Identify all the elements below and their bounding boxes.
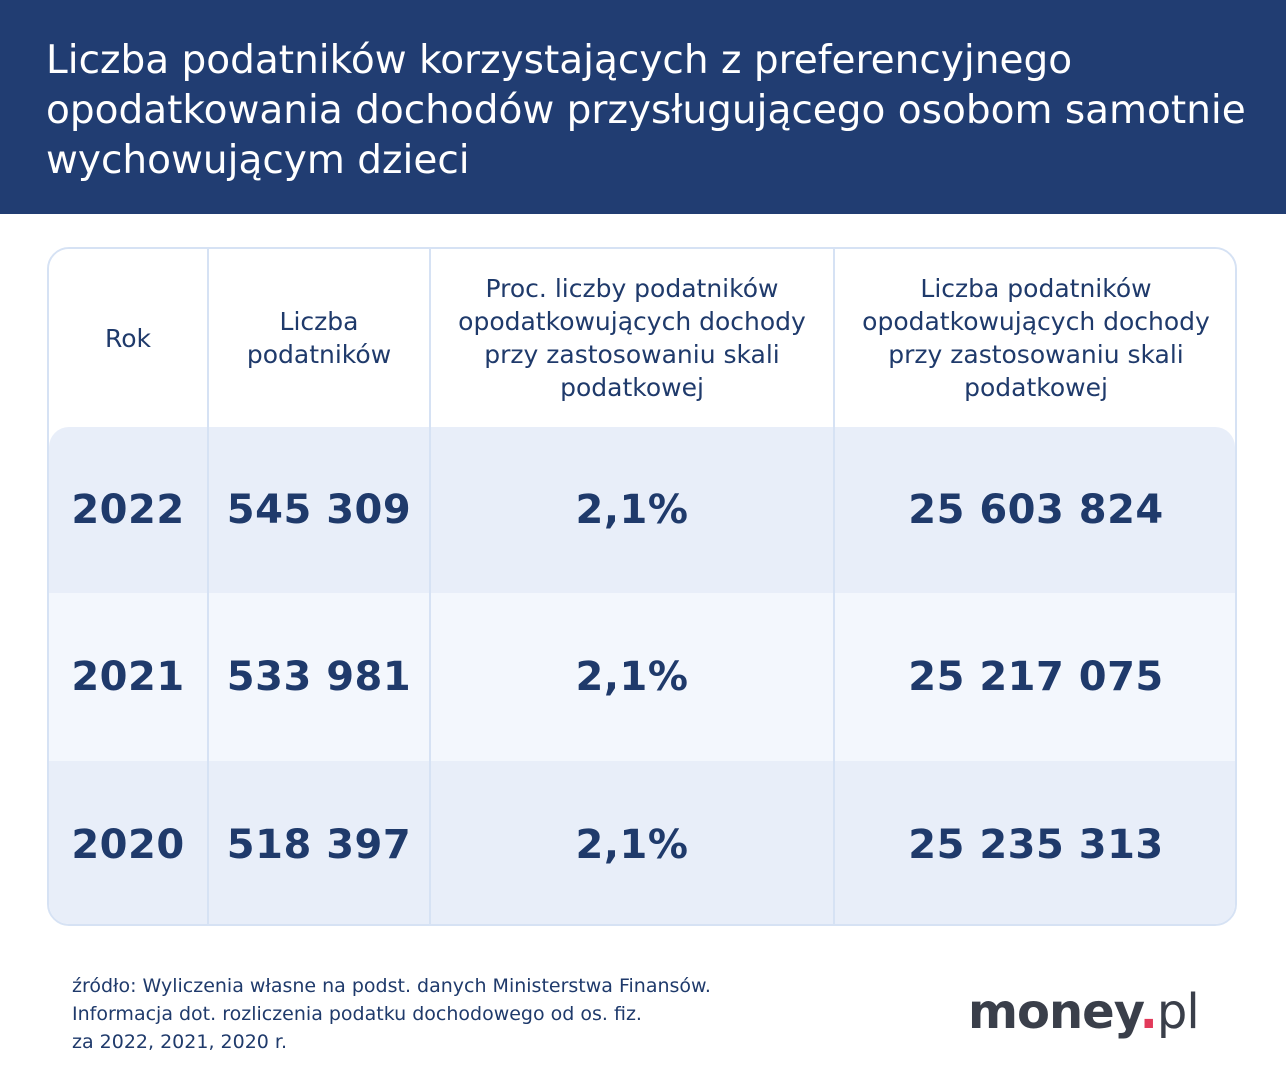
source-line: za 2022, 2021, 2020 r.: [72, 1031, 288, 1053]
cell-year: 2021: [71, 654, 185, 700]
source-note: źródło: Wyliczenia własne na podst. dany…: [72, 972, 892, 1056]
logo-name: money: [968, 984, 1141, 1040]
header-percentage: Proc. liczby podatników opodatkowujących…: [458, 274, 806, 402]
cell-percentage: 2,1%: [575, 654, 689, 700]
data-table: Rok Liczba podatników Proc. liczby podat…: [47, 247, 1237, 926]
header-year: Rok: [104, 323, 152, 353]
source-line: Informacja dot. rozliczenia podatku doch…: [72, 1003, 642, 1025]
table-row: 2021 533 981 2,1% 25 217 075: [49, 593, 1235, 761]
cell-taxpayer-count: 545 309: [226, 487, 412, 533]
header-taxpayer-count: Liczba podatników: [246, 307, 392, 369]
money-pl-logo: money.pl: [968, 984, 1200, 1040]
table-header-row: Rok Liczba podatników Proc. liczby podat…: [49, 249, 1235, 427]
table-row: 2020 518 397 2,1% 25 235 313: [49, 761, 1235, 924]
column-divider: [429, 249, 431, 924]
logo-tld: pl: [1156, 984, 1200, 1040]
cell-taxpayer-count: 518 397: [226, 821, 412, 868]
page-title: Liczba podatników korzystających z prefe…: [46, 38, 1246, 183]
cell-scale-taxpayers: 25 603 824: [908, 487, 1164, 533]
cell-scale-taxpayers: 25 217 075: [908, 654, 1164, 700]
cell-year: 2020: [71, 821, 185, 868]
cell-percentage: 2,1%: [575, 487, 689, 533]
cell-scale-taxpayers: 25 235 313: [908, 821, 1164, 868]
cell-year: 2022: [71, 487, 185, 533]
column-divider: [207, 249, 209, 924]
logo-dot: .: [1139, 984, 1158, 1040]
column-divider: [833, 249, 835, 924]
table-row: 2022 545 309 2,1% 25 603 824: [49, 427, 1235, 593]
source-line: źródło: Wyliczenia własne na podst. dany…: [72, 975, 711, 997]
cell-percentage: 2,1%: [575, 821, 689, 868]
title-banner: Liczba podatników korzystających z prefe…: [0, 0, 1286, 214]
header-scale-taxpayers: Liczba podatników opodatkowujących docho…: [862, 274, 1210, 402]
cell-taxpayer-count: 533 981: [226, 654, 412, 700]
